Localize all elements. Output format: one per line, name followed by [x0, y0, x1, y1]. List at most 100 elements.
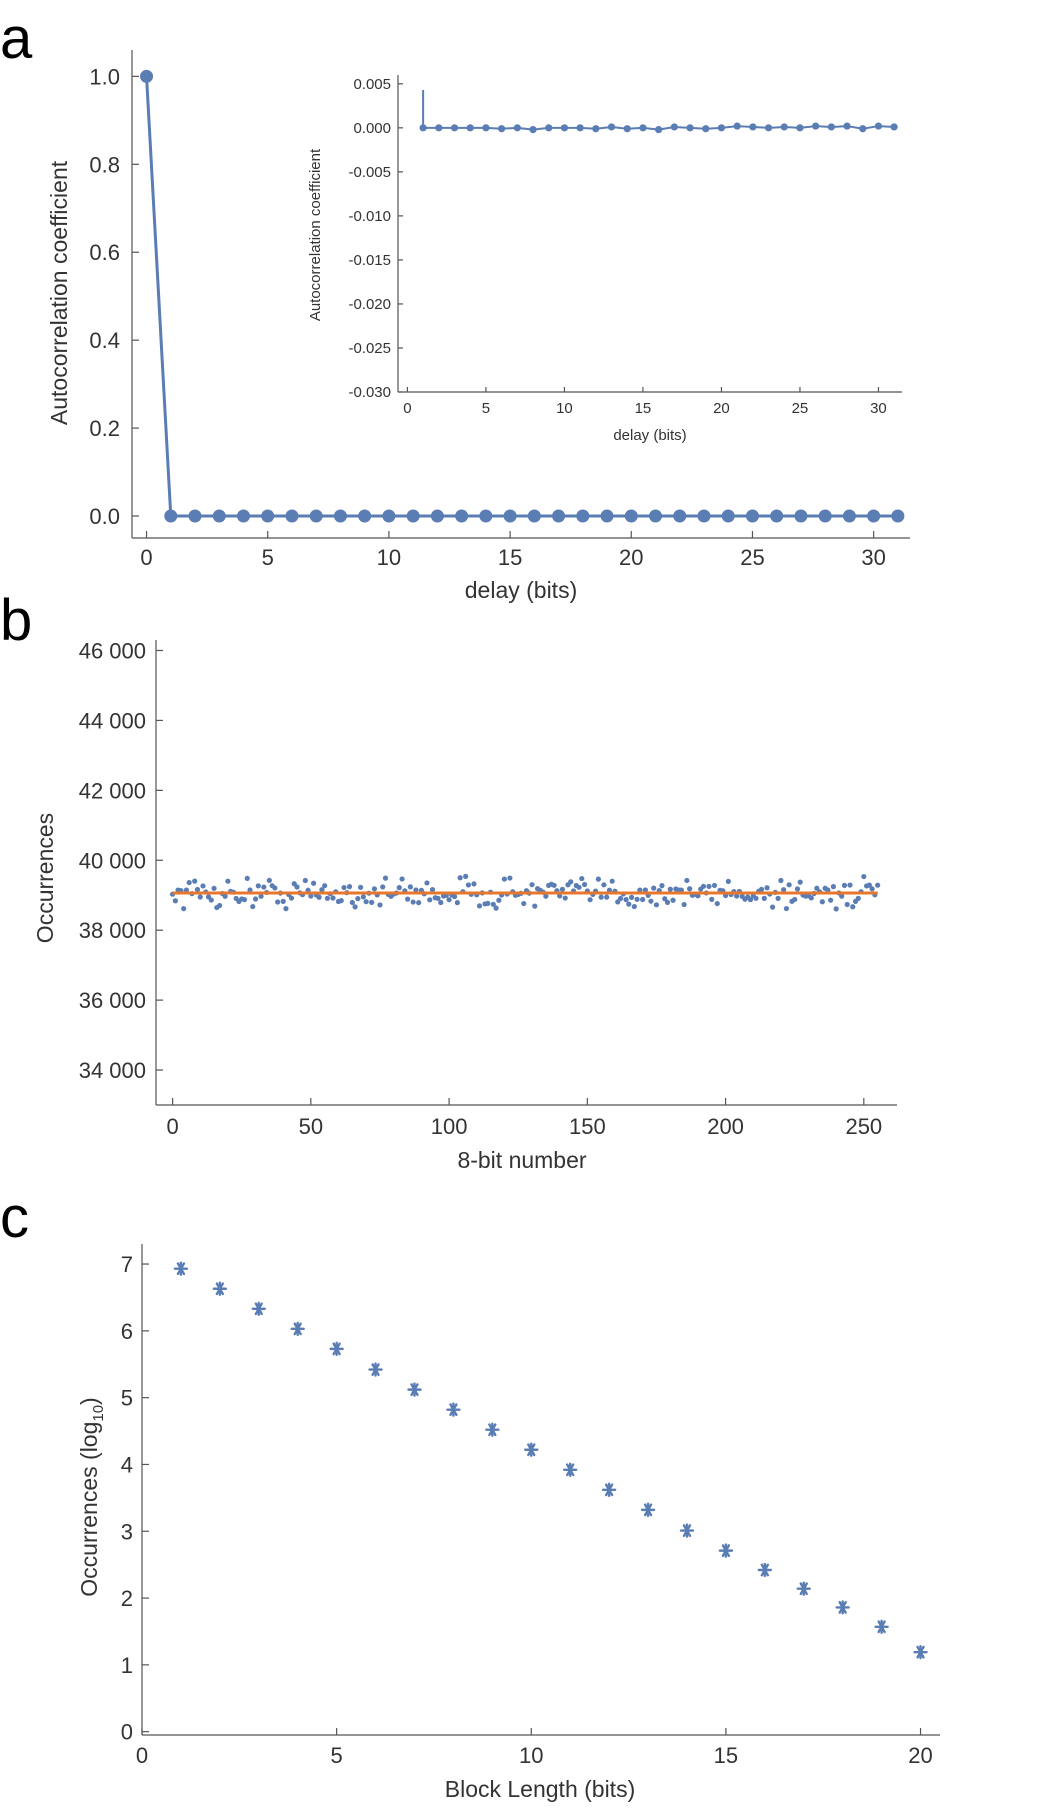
- chart-b-point: [241, 897, 248, 903]
- inset-point: [623, 125, 631, 133]
- chart-c-x-tick-label: 15: [714, 1743, 738, 1768]
- chart-b-point: [399, 876, 405, 882]
- inset-x-tick-label: 20: [713, 400, 730, 417]
- inset-x-tick-label: 10: [556, 400, 573, 417]
- inset-point: [749, 123, 757, 131]
- chart-b-point: [275, 899, 281, 905]
- chart-b-point: [424, 880, 430, 886]
- chart-b-point: [485, 900, 491, 906]
- chart-b-point: [819, 899, 825, 905]
- chart-b-point: [352, 904, 358, 910]
- chart-b-point: [839, 893, 845, 899]
- chart-b-point: [841, 882, 848, 888]
- inset-point: [560, 124, 569, 132]
- chart-b-point: [225, 878, 231, 884]
- chart-b-point: [637, 887, 643, 893]
- chart-b-point: [194, 886, 201, 893]
- chart-b-point: [382, 875, 389, 881]
- inset-y-tick-label: -0.015: [348, 252, 391, 269]
- chart-b-point: [463, 873, 469, 879]
- chart-b-point: [681, 901, 687, 908]
- inset-point: [529, 125, 537, 134]
- chart-b-point: [687, 886, 693, 892]
- panel-label-b: b: [0, 588, 32, 653]
- chart-b-point: [866, 882, 872, 888]
- chart-a-y-label: Autocorrelation coefficient: [46, 160, 72, 425]
- chart-b-point: [598, 894, 604, 900]
- chart-a-point: [261, 509, 275, 523]
- chart-b-point: [792, 896, 798, 903]
- chart-b-point: [734, 893, 740, 899]
- chart-c-x-tick-label: 20: [908, 1743, 932, 1768]
- chart-a-y-tick-label: 0.8: [89, 152, 120, 177]
- chart-a-y-tick-label: 0.4: [89, 328, 120, 353]
- chart-a-point: [382, 509, 396, 523]
- chart-c-point: [212, 1281, 228, 1296]
- chart-a-point: [552, 509, 566, 523]
- chart-b-point: [294, 884, 300, 890]
- chart-b-point: [761, 895, 767, 901]
- chart-b-point: [794, 886, 801, 892]
- chart-b-point: [714, 900, 720, 907]
- inset-point: [576, 124, 584, 132]
- chart-b-point: [316, 894, 322, 900]
- chart-b-point: [416, 900, 422, 906]
- chart-b-point: [172, 898, 178, 904]
- inset-point: [890, 123, 898, 131]
- chart-b-point: [308, 893, 314, 899]
- inset-point: [545, 124, 553, 132]
- chart-c-point: [173, 1261, 189, 1276]
- chart-b-point: [252, 896, 259, 902]
- chart-a-series-line: [145, 76, 898, 518]
- chart-b-point: [181, 906, 187, 912]
- chart-a-point: [188, 509, 202, 523]
- chart-b-point: [261, 884, 267, 890]
- chart-b-point: [781, 887, 787, 893]
- chart-b-point: [601, 882, 607, 888]
- chart-b-point: [576, 884, 582, 890]
- chart-a-point: [842, 509, 856, 523]
- chart-b-point: [457, 875, 463, 881]
- chart-b-point: [501, 876, 507, 882]
- chart-b-x-tick-label: 100: [431, 1114, 468, 1139]
- chart-b-point: [266, 877, 272, 884]
- chart-a-point: [794, 509, 808, 523]
- chart-c-point: [679, 1523, 695, 1538]
- chart-b-point: [200, 883, 206, 889]
- chart-b-point: [833, 906, 839, 912]
- chart-b-point: [471, 881, 477, 887]
- chart-c-point: [251, 1301, 266, 1316]
- chart-b-point: [222, 893, 228, 899]
- panel-label-c: c: [0, 1185, 29, 1250]
- chart-b-point: [653, 902, 660, 908]
- chart-a-point: [649, 509, 663, 523]
- chart-b-point: [758, 886, 765, 892]
- chart-b-point: [775, 895, 781, 901]
- chart-c-point: [796, 1581, 811, 1596]
- chart-b-point: [581, 881, 588, 888]
- chart-b-point: [861, 873, 867, 880]
- chart-b-point: [609, 878, 615, 884]
- chart-b-point: [355, 896, 361, 902]
- chart-b-point: [562, 895, 568, 901]
- chart-b-point: [377, 902, 383, 908]
- chart-b-point: [606, 887, 613, 893]
- chart-c-point: [718, 1543, 734, 1558]
- inset-point: [780, 123, 788, 131]
- chart-b-point: [557, 893, 563, 899]
- chart-a-point: [624, 509, 638, 523]
- chart-a-x-tick-label: 25: [740, 545, 764, 570]
- chart-a-x-tick-label: 20: [619, 545, 643, 570]
- chart-c-y-label: Occurrences (log10): [76, 1397, 107, 1596]
- chart-b-point: [280, 898, 286, 904]
- chart-c-y-tick-label: 4: [121, 1452, 133, 1477]
- chart-b-point: [396, 885, 402, 891]
- chart-b-point: [427, 897, 433, 903]
- chart-b-point: [711, 882, 718, 889]
- chart-b-point: [844, 901, 850, 908]
- chart-a-x-label: delay (bits): [465, 577, 577, 603]
- chart-b-point: [753, 895, 759, 901]
- chart-b-point: [543, 893, 549, 899]
- chart-a: 0 5 10 15 20 25 30 0.0 0.2 0.4 0.6 0.8 1.0 delay (bi…: [46, 50, 910, 603]
- chart-b-point: [324, 895, 331, 901]
